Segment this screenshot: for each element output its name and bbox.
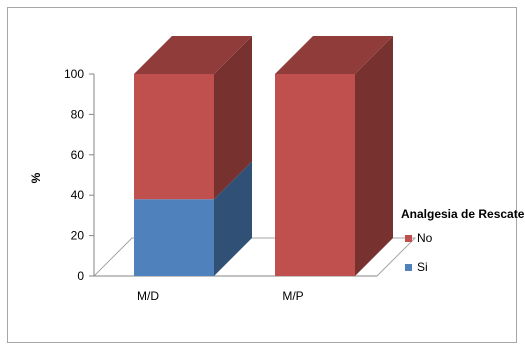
bar-top [134,36,252,74]
y-tick-label: 0 [77,269,84,283]
legend-entry: No [417,231,433,245]
legend-title: Analgesia de Rescate [401,207,525,221]
legend: No Si [405,231,433,274]
y-axis-label: % [29,172,43,183]
x-category-label: M/P [282,289,303,303]
chart-frame [7,7,517,343]
bar-front [134,74,214,200]
chart-labels: 0 20 40 60 80 100 M/D M/P [64,67,304,303]
bar-front [134,199,214,276]
y-tick-label: 40 [71,188,85,202]
y-tick-label: 60 [71,148,85,162]
bar-segment [275,36,393,276]
y-tick-label: 80 [71,107,85,121]
bar-top [275,36,393,74]
legend-swatch [405,235,412,242]
bar-side [214,36,252,200]
y-tick-label: 20 [71,229,85,243]
bar-segment [134,36,252,200]
bar-segment [134,161,252,276]
legend-swatch [405,264,412,271]
chart-bars [134,36,393,276]
bar-side [214,161,252,276]
legend-entry: Si [417,260,428,274]
bar-side [355,36,393,276]
bar-front [275,74,355,276]
y-tick-label: 100 [64,67,84,81]
x-category-label: M/D [137,289,159,303]
